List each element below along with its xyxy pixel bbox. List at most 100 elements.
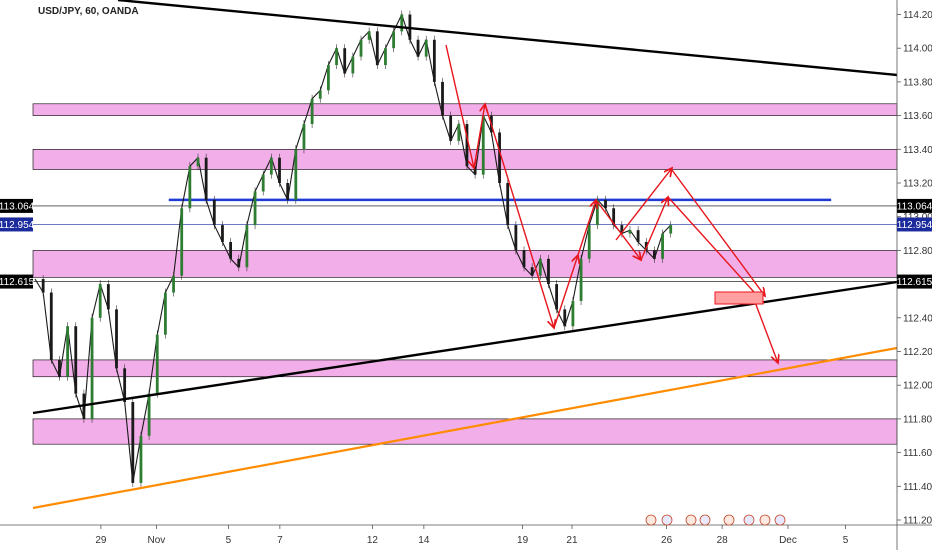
left-price-badge-text: 112.954 <box>0 220 35 231</box>
candle-body <box>530 267 534 276</box>
candle-body <box>49 292 53 360</box>
y-tick-label: 112.400 <box>903 313 932 324</box>
candle-body <box>327 65 330 91</box>
zone-1 <box>32 149 898 170</box>
x-tick-label: Nov <box>148 535 166 546</box>
candle-body <box>318 90 322 99</box>
x-tick-label: Dec <box>779 535 797 546</box>
candle-body <box>237 258 241 268</box>
red-arrow-0 <box>445 44 474 168</box>
candle-body <box>123 368 127 403</box>
candle-body <box>449 115 453 141</box>
candle-body <box>302 124 306 150</box>
candle-body <box>424 39 428 57</box>
zones-layer <box>32 103 898 445</box>
horizontal-lines-layer <box>33 198 897 282</box>
x-tick-label: 5 <box>226 535 232 546</box>
target-box <box>714 291 764 305</box>
candle-body <box>155 334 159 394</box>
x-tick-label: 7 <box>277 535 283 546</box>
x-tick-label: 21 <box>566 535 578 546</box>
left-price-badge <box>0 198 33 213</box>
candle-body <box>343 48 347 74</box>
candle-body <box>367 31 371 40</box>
calendar-event-icon[interactable] <box>699 514 711 526</box>
red-arrow-5 <box>595 199 641 260</box>
candle-body <box>359 39 363 57</box>
candle-body <box>571 300 575 327</box>
candle-body <box>522 250 526 268</box>
candle-body <box>612 208 616 226</box>
x-tick-label: 5 <box>843 535 849 546</box>
calendar-event-icon[interactable] <box>685 514 697 526</box>
candle-body <box>90 317 94 419</box>
candle-body <box>172 275 175 293</box>
candle-body <box>204 157 208 200</box>
y-tick-label: 113.400 <box>903 145 932 156</box>
candle-body <box>661 233 664 259</box>
y-tick-label: 111.200 <box>903 516 932 527</box>
candle-body <box>351 56 355 74</box>
candle-body <box>310 98 314 125</box>
y-tick-label: 114.000 <box>903 44 932 55</box>
red-arrow-1 <box>473 104 485 169</box>
candle-body <box>253 191 257 226</box>
candle-body <box>579 258 583 301</box>
candle-body <box>481 115 485 175</box>
event-icons-layer <box>645 514 786 526</box>
y-tick-label: 112.200 <box>903 347 932 358</box>
calendar-event-icon[interactable] <box>759 514 771 526</box>
red-arrow-2 <box>484 103 554 328</box>
candle-body <box>432 39 436 82</box>
orange-trend-line <box>32 346 898 510</box>
y-tick-label: 111.600 <box>903 448 932 459</box>
y-tick-label: 113.600 <box>903 111 932 122</box>
candle-body <box>139 435 143 483</box>
x-tick-label: 28 <box>717 535 729 546</box>
candle-body <box>335 48 338 66</box>
candle-body <box>628 230 632 234</box>
candle-body <box>294 149 298 200</box>
left-price-badge-text: 113.064 <box>0 201 35 212</box>
candle-body <box>392 31 396 49</box>
candle-body <box>514 225 518 251</box>
upper-trend-line <box>117 0 898 77</box>
candle-body <box>229 241 233 259</box>
candle-body <box>58 359 61 377</box>
x-tick-label: 12 <box>367 535 379 546</box>
y-tick-label: 111.800 <box>903 414 932 425</box>
candle-body <box>188 166 192 209</box>
calendar-event-icon[interactable] <box>743 514 755 526</box>
zone-2 <box>32 250 898 278</box>
y-tick-label: 114.200 <box>903 10 932 21</box>
candle-body <box>66 326 70 377</box>
candle-body <box>131 402 135 483</box>
candle-body <box>473 166 477 175</box>
left-price-badge <box>0 217 33 232</box>
candle-body <box>212 199 216 226</box>
price-series-layer <box>34 10 673 487</box>
right-price-badge <box>897 217 932 232</box>
zone-4 <box>32 418 898 445</box>
calendar-event-icon[interactable] <box>645 514 657 526</box>
candle-body <box>286 183 290 200</box>
candle-body <box>498 132 501 183</box>
y-tick-label: 113.800 <box>903 77 932 88</box>
red-arrow-9 <box>671 169 765 296</box>
candle-body <box>416 39 420 57</box>
y-tick-label: 112.800 <box>903 246 932 257</box>
candle-body <box>587 225 591 259</box>
calendar-event-icon[interactable] <box>661 514 673 526</box>
calendar-event-icon[interactable] <box>774 514 786 526</box>
chart-title: USD/JPY, 60, OANDA <box>38 6 139 17</box>
candle-body <box>555 284 559 310</box>
candle-body <box>669 225 673 234</box>
calendar-event-icon[interactable] <box>723 514 735 526</box>
candle-body <box>41 279 45 293</box>
candle-body <box>180 208 184 276</box>
candle-body <box>74 326 78 394</box>
right-price-badge-text: 112.954 <box>897 220 932 231</box>
candle-body <box>653 250 656 259</box>
